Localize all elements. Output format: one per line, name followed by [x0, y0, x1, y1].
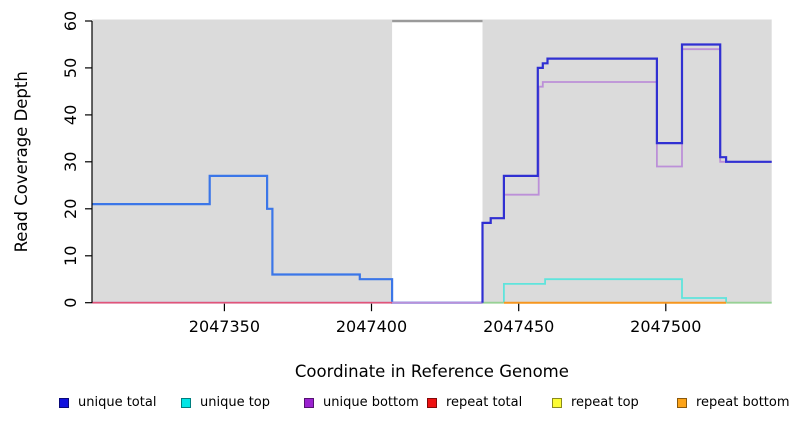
- legend-swatch-icon: [427, 398, 437, 408]
- legend-item-repeat-total: repeat total: [427, 394, 522, 412]
- legend-item-unique-total: unique total: [59, 394, 156, 412]
- series-line-unique-top: [503, 278, 727, 303]
- series-line-unique-total: [481, 43, 772, 303]
- y-tick-label: 20: [61, 199, 80, 219]
- y-tick-label: 50: [61, 58, 80, 78]
- y-tick-label: 40: [61, 105, 80, 125]
- legend-swatch-icon: [181, 398, 191, 408]
- y-tick-label: 30: [61, 152, 80, 172]
- y-tick-label: 60: [61, 11, 80, 31]
- chart-legend: unique total unique top unique bottom repea…: [0, 394, 792, 418]
- legend-item-repeat-top: repeat top: [552, 394, 639, 412]
- legend-swatch-icon: [677, 398, 687, 408]
- legend-swatch-icon: [59, 398, 69, 408]
- x-tick-label: 2047500: [630, 317, 701, 336]
- x-tick-label: 2047450: [483, 317, 554, 336]
- x-tick-label: 2047400: [336, 317, 407, 336]
- background-region: [92, 19, 393, 303]
- y-tick-label: 10: [61, 246, 80, 266]
- legend-label: unique total: [78, 395, 157, 410]
- x-axis-label: Coordinate in Reference Genome: [295, 362, 569, 381]
- series-line-unique-total: [92, 174, 483, 304]
- y-tick-label: 0: [61, 298, 80, 308]
- legend-label: repeat total: [446, 395, 523, 410]
- legend-item-repeat-bottom: repeat bottom: [677, 394, 790, 412]
- legend-swatch-icon: [304, 398, 314, 408]
- legend-label: repeat top: [571, 395, 639, 410]
- legend-swatch-icon: [552, 398, 562, 408]
- legend-item-unique-bottom: unique bottom: [304, 394, 419, 412]
- legend-label: unique top: [200, 395, 271, 410]
- x-tick-label: 2047350: [189, 317, 260, 336]
- legend-label: repeat bottom: [696, 395, 790, 410]
- legend-label: unique bottom: [323, 395, 419, 410]
- y-axis-label: Read Coverage Depth: [12, 71, 31, 252]
- coverage-chart: 0 10 20 30 40 50 60 2047350 2047400 2047450 204750…: [12, 11, 772, 381]
- legend-item-unique-top: unique top: [181, 394, 270, 412]
